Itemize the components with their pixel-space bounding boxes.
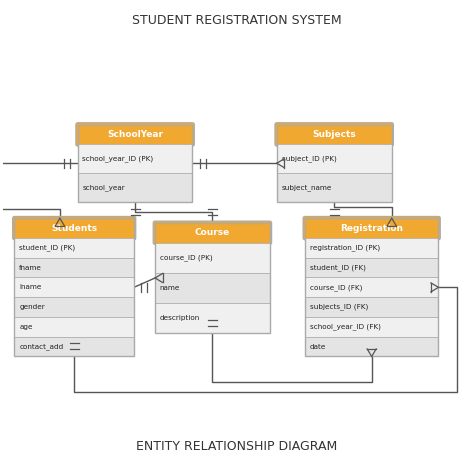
Text: Course: Course xyxy=(195,228,230,237)
Bar xyxy=(155,273,270,303)
Bar xyxy=(15,337,134,356)
Bar xyxy=(15,297,134,317)
Bar xyxy=(305,297,438,317)
Bar xyxy=(305,238,438,258)
Bar xyxy=(277,144,392,173)
Text: ENTITY RELATIONSHIP DIAGRAM: ENTITY RELATIONSHIP DIAGRAM xyxy=(137,440,337,454)
Bar xyxy=(15,238,134,258)
Text: registration_ID (PK): registration_ID (PK) xyxy=(310,245,380,251)
Bar xyxy=(305,218,438,356)
Text: description: description xyxy=(160,315,200,321)
Text: date: date xyxy=(310,344,326,350)
Bar xyxy=(305,258,438,277)
Bar xyxy=(15,317,134,337)
Text: Subjects: Subjects xyxy=(312,130,356,139)
Text: STUDENT REGISTRATION SYSTEM: STUDENT REGISTRATION SYSTEM xyxy=(132,15,342,27)
FancyBboxPatch shape xyxy=(303,217,440,240)
Text: school_year_ID (FK): school_year_ID (FK) xyxy=(310,323,381,330)
Bar xyxy=(15,218,134,356)
Bar xyxy=(305,337,438,356)
Bar xyxy=(277,173,392,202)
Text: fname: fname xyxy=(19,264,42,271)
Bar xyxy=(305,317,438,337)
Text: age: age xyxy=(19,324,33,330)
Bar xyxy=(155,243,270,273)
Text: subject_name: subject_name xyxy=(282,184,332,191)
Text: name: name xyxy=(160,285,180,291)
Bar xyxy=(78,144,192,173)
Bar xyxy=(78,173,192,202)
Bar xyxy=(15,258,134,277)
Bar xyxy=(305,277,438,297)
FancyBboxPatch shape xyxy=(275,123,393,146)
Text: Students: Students xyxy=(51,224,97,233)
Text: school_year_ID (PK): school_year_ID (PK) xyxy=(82,155,154,162)
Bar xyxy=(155,303,270,333)
Text: Registration: Registration xyxy=(340,224,403,233)
Text: contact_add: contact_add xyxy=(19,343,64,350)
Bar xyxy=(78,125,192,202)
Text: SchoolYear: SchoolYear xyxy=(107,130,163,139)
Text: gender: gender xyxy=(19,304,45,310)
Text: student_ID (FK): student_ID (FK) xyxy=(310,264,365,271)
Text: school_year: school_year xyxy=(82,184,125,191)
Text: course_ID (PK): course_ID (PK) xyxy=(160,255,212,261)
Bar xyxy=(15,277,134,297)
Text: subjects_ID (FK): subjects_ID (FK) xyxy=(310,304,368,310)
FancyBboxPatch shape xyxy=(13,217,136,240)
Text: subject_ID (PK): subject_ID (PK) xyxy=(282,155,336,162)
Bar xyxy=(277,125,392,202)
FancyBboxPatch shape xyxy=(76,123,194,146)
Text: course_ID (FK): course_ID (FK) xyxy=(310,284,362,291)
Text: student_ID (PK): student_ID (PK) xyxy=(19,245,75,251)
Bar xyxy=(155,223,270,333)
Text: lname: lname xyxy=(19,284,42,290)
FancyBboxPatch shape xyxy=(153,221,272,245)
